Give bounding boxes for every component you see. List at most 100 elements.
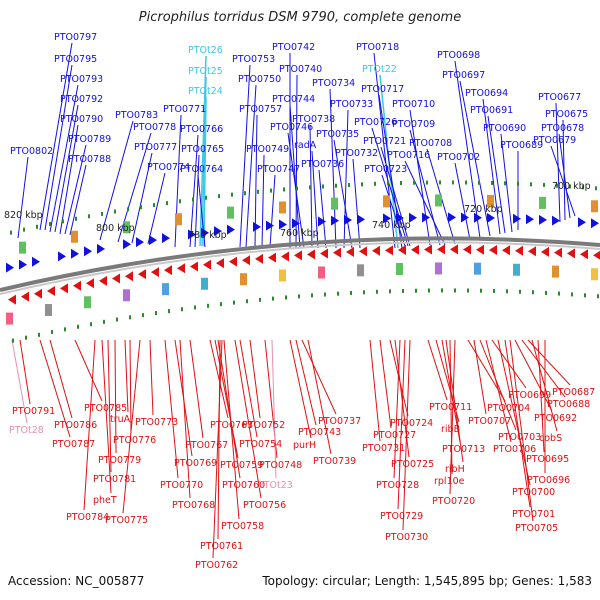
marker-tick	[231, 192, 233, 197]
annotation-block	[123, 221, 130, 234]
minus-gene-arrow	[372, 245, 380, 256]
leader-line	[473, 339, 487, 415]
marker-tick	[155, 311, 157, 316]
gene-label-plus: PTOt25	[188, 66, 223, 77]
annotation-block	[513, 263, 520, 276]
gene-label-minus: PTO0758	[221, 521, 264, 532]
marker-tick	[506, 289, 508, 294]
minus-gene-arrow	[307, 249, 315, 260]
marker-tick	[153, 203, 155, 208]
gene-label-plus: PTO0710	[392, 99, 435, 110]
marker-tick	[62, 219, 64, 224]
gene-label-minus: PTO0701	[512, 509, 555, 520]
scale-tick-label: 700 kbp	[552, 181, 591, 192]
annotation-block	[318, 266, 325, 279]
plus-gene-arrow	[383, 213, 391, 224]
gene-label-minus: PTO0756	[243, 500, 286, 511]
gene-label-minus: PTO0695	[526, 454, 569, 465]
plus-gene-arrow	[513, 213, 521, 224]
leader-line	[209, 339, 229, 419]
gene-label-minus: PTO0737	[318, 416, 361, 427]
gene-label-minus: rpl10e	[434, 476, 465, 487]
gene-label-minus: PTO0699	[508, 390, 551, 401]
gene-label-minus: truA	[110, 414, 131, 425]
minus-gene-arrow	[255, 253, 263, 264]
leader-line	[393, 339, 401, 479]
leader-line	[212, 339, 223, 559]
leader-line	[11, 339, 28, 424]
leader-line	[459, 80, 491, 237]
annotation-block	[45, 304, 52, 317]
gene-label-plus: PTO0736	[301, 159, 344, 170]
marker-tick	[140, 205, 142, 210]
leader-line	[404, 160, 446, 246]
minus-gene-arrow	[528, 246, 536, 257]
leader-line	[369, 339, 381, 442]
gene-label-plus: PTO0702	[437, 152, 480, 163]
gene-label-minus: PTO0781	[93, 474, 136, 485]
marker-tick	[168, 309, 170, 314]
plus-gene-arrow	[6, 262, 14, 273]
scale-tick-label: 720 kbp	[464, 204, 503, 215]
plus-gene-arrow	[578, 217, 586, 228]
gene-label-plus: PTO0777	[134, 142, 177, 153]
marker-tick	[129, 315, 131, 320]
plus-gene-arrow	[32, 256, 40, 267]
marker-tick	[363, 290, 365, 295]
gene-label-minus: PTO0754	[239, 439, 282, 450]
gene-label-plus: PTO0747	[257, 164, 300, 175]
minus-gene-arrow	[567, 248, 575, 259]
gene-label-plus: PTO0802	[10, 146, 53, 157]
marker-tick	[77, 324, 79, 329]
leader-line	[373, 52, 396, 249]
annotation-block	[539, 196, 546, 209]
marker-tick	[491, 180, 493, 185]
gene-label-minus: PTO0731	[362, 443, 405, 454]
gene-label-plus: PTO0690	[483, 123, 526, 134]
minus-gene-arrow	[60, 283, 68, 294]
leader-line	[371, 127, 409, 247]
marker-tick	[270, 188, 272, 193]
gene-label-minus: PTO0725	[391, 459, 434, 470]
leader-line	[402, 339, 411, 531]
marker-tick	[142, 313, 144, 318]
marker-tick	[114, 209, 116, 214]
gene-label-minus: PTO0706	[493, 444, 536, 455]
annotation-block	[396, 262, 403, 275]
marker-tick	[558, 291, 560, 296]
gene-label-minus: PTO0776	[113, 435, 156, 446]
gene-label-plus: PTO0788	[68, 154, 111, 165]
leader-line	[307, 339, 332, 455]
leader-line	[445, 339, 464, 463]
gene-label-minus: PTO0705	[515, 523, 558, 534]
gene-label-plus: PTO0778	[133, 122, 176, 133]
marker-tick	[311, 293, 313, 298]
leader-line	[487, 115, 506, 234]
marker-tick	[12, 338, 14, 343]
leader-line	[49, 84, 79, 233]
marker-tick	[324, 292, 326, 297]
leader-line	[537, 339, 545, 453]
marker-tick	[285, 295, 287, 300]
gene-label-plus: PTO0732	[335, 148, 378, 159]
plus-gene-arrow	[253, 221, 261, 232]
gene-label-minus: ribB	[441, 424, 460, 435]
gene-label-plus: PTO0795	[54, 54, 97, 65]
leader-line	[555, 102, 561, 223]
plus-gene-arrow	[201, 227, 209, 238]
marker-tick	[374, 181, 376, 186]
leader-line	[343, 109, 349, 249]
marker-tick	[361, 182, 363, 187]
plus-gene-arrow	[58, 251, 66, 262]
gene-label-minus: PTO0759	[220, 460, 263, 471]
gene-label-minus: PTO0728	[376, 480, 419, 491]
gene-label-minus: PTO0743	[298, 427, 341, 438]
gene-label-plus: PTO0735	[316, 129, 359, 140]
gene-label-minus: PTO0739	[313, 456, 356, 467]
gene-label-plus: PTO0792	[60, 94, 103, 105]
gene-label-plus: PTO0757	[239, 104, 282, 115]
marker-tick	[257, 189, 259, 194]
gene-label-minus: PTO0727	[373, 430, 416, 441]
leader-line	[504, 339, 531, 508]
